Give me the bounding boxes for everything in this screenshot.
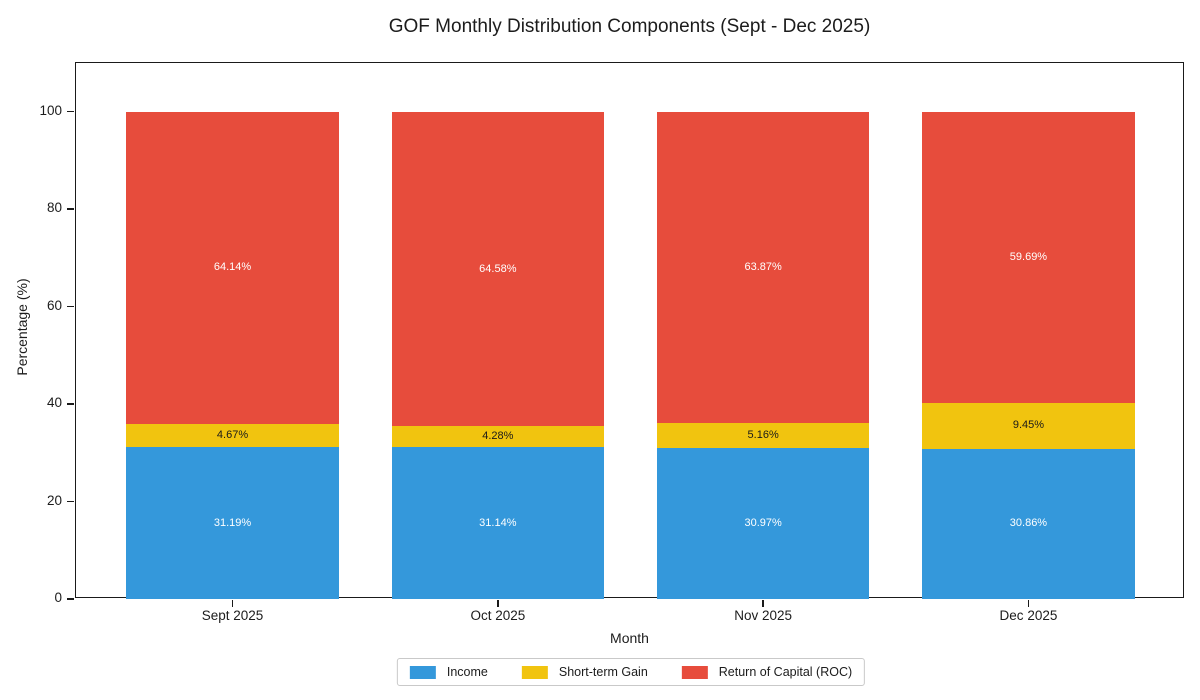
- bar-value-label: 59.69%: [1009, 250, 1048, 263]
- bar-segment-short-term-gain: 5.16%: [657, 422, 870, 449]
- x-tick-label: Sept 2025: [201, 608, 264, 623]
- bar-value-label: 30.86%: [1009, 517, 1048, 530]
- y-tick-mark: [67, 110, 74, 113]
- y-tick-label: 20: [46, 492, 62, 508]
- y-tick-label: 80: [46, 200, 62, 216]
- y-tick-label: 60: [46, 297, 62, 313]
- y-tick-mark: [67, 598, 74, 600]
- legend: Income Short-term Gain Return of Capital…: [396, 658, 866, 686]
- bar-segment-income: 30.97%: [657, 448, 870, 599]
- bar-value-label: 4.67%: [216, 429, 249, 442]
- y-tick-label: 40: [46, 395, 62, 411]
- x-tick-mark: [497, 600, 499, 607]
- y-tick-label: 0: [54, 590, 62, 605]
- x-tick-label: Oct 2025: [470, 608, 526, 623]
- x-axis-label: Month: [610, 630, 649, 646]
- legend-swatch-return-of-capital: [681, 665, 708, 679]
- legend-item-short-term-gain: Short-term Gain: [521, 665, 648, 679]
- bar-segment-short-term-gain: 4.28%: [391, 426, 604, 448]
- bar-value-label: 31.19%: [213, 516, 252, 529]
- y-tick-mark: [67, 500, 74, 503]
- bar-segment-short-term-gain: 9.45%: [922, 402, 1135, 449]
- bar-value-label: 31.14%: [479, 516, 517, 529]
- x-tick-mark: [1027, 600, 1030, 607]
- legend-swatch-income: [409, 665, 436, 679]
- legend-label: Short-term Gain: [558, 665, 648, 679]
- bar-segment-return-of-capital-roc: 59.69%: [922, 111, 1135, 403]
- plot-area: 0 20 40 60 80 100 Sept 2025 Oct 2025 Nov 2025 Dec…: [39, 62, 1184, 623]
- bar-value-label: 64.58%: [479, 262, 517, 275]
- x-tick-mark: [231, 600, 234, 607]
- bar-segment-return-of-capital-roc: 64.58%: [391, 111, 604, 427]
- bar-segment-short-term-gain: 4.67%: [126, 424, 339, 447]
- x-tick-label: Dec 2025: [999, 608, 1058, 623]
- y-tick-mark: [67, 208, 74, 210]
- y-tick-mark: [67, 305, 74, 308]
- y-tick-mark: [67, 403, 74, 405]
- legend-label: Return of Capital (ROC): [718, 665, 853, 679]
- y-tick-label: 100: [39, 102, 62, 118]
- bar-segment-income: 31.19%: [126, 447, 339, 599]
- bar-value-label: 4.28%: [482, 430, 514, 443]
- x-tick-label: Nov 2025: [734, 608, 793, 623]
- chart-title: GOF Monthly Distribution Components (Sep…: [388, 16, 871, 37]
- legend-item-return-of-capital: Return of Capital (ROC): [681, 665, 853, 679]
- bar-value-label: 30.97%: [744, 517, 782, 530]
- bar-value-label: 63.87%: [744, 260, 782, 273]
- legend-label: Income: [446, 665, 488, 679]
- bar-segment-return-of-capital-roc: 64.14%: [126, 111, 339, 425]
- bar-segment-income: 30.86%: [922, 448, 1135, 599]
- bar-value-label: 5.16%: [747, 429, 779, 441]
- bar-segment-return-of-capital-roc: 63.87%: [657, 111, 870, 423]
- legend-item-income: Income: [409, 665, 488, 679]
- bar-value-label: 9.45%: [1012, 419, 1045, 432]
- legend-swatch-short-term-gain: [521, 665, 548, 679]
- bar-segment-income: 31.14%: [391, 447, 604, 599]
- x-tick-mark: [762, 600, 764, 607]
- y-axis-label: Percentage (%): [14, 278, 30, 376]
- bar-value-label: 64.14%: [213, 261, 252, 274]
